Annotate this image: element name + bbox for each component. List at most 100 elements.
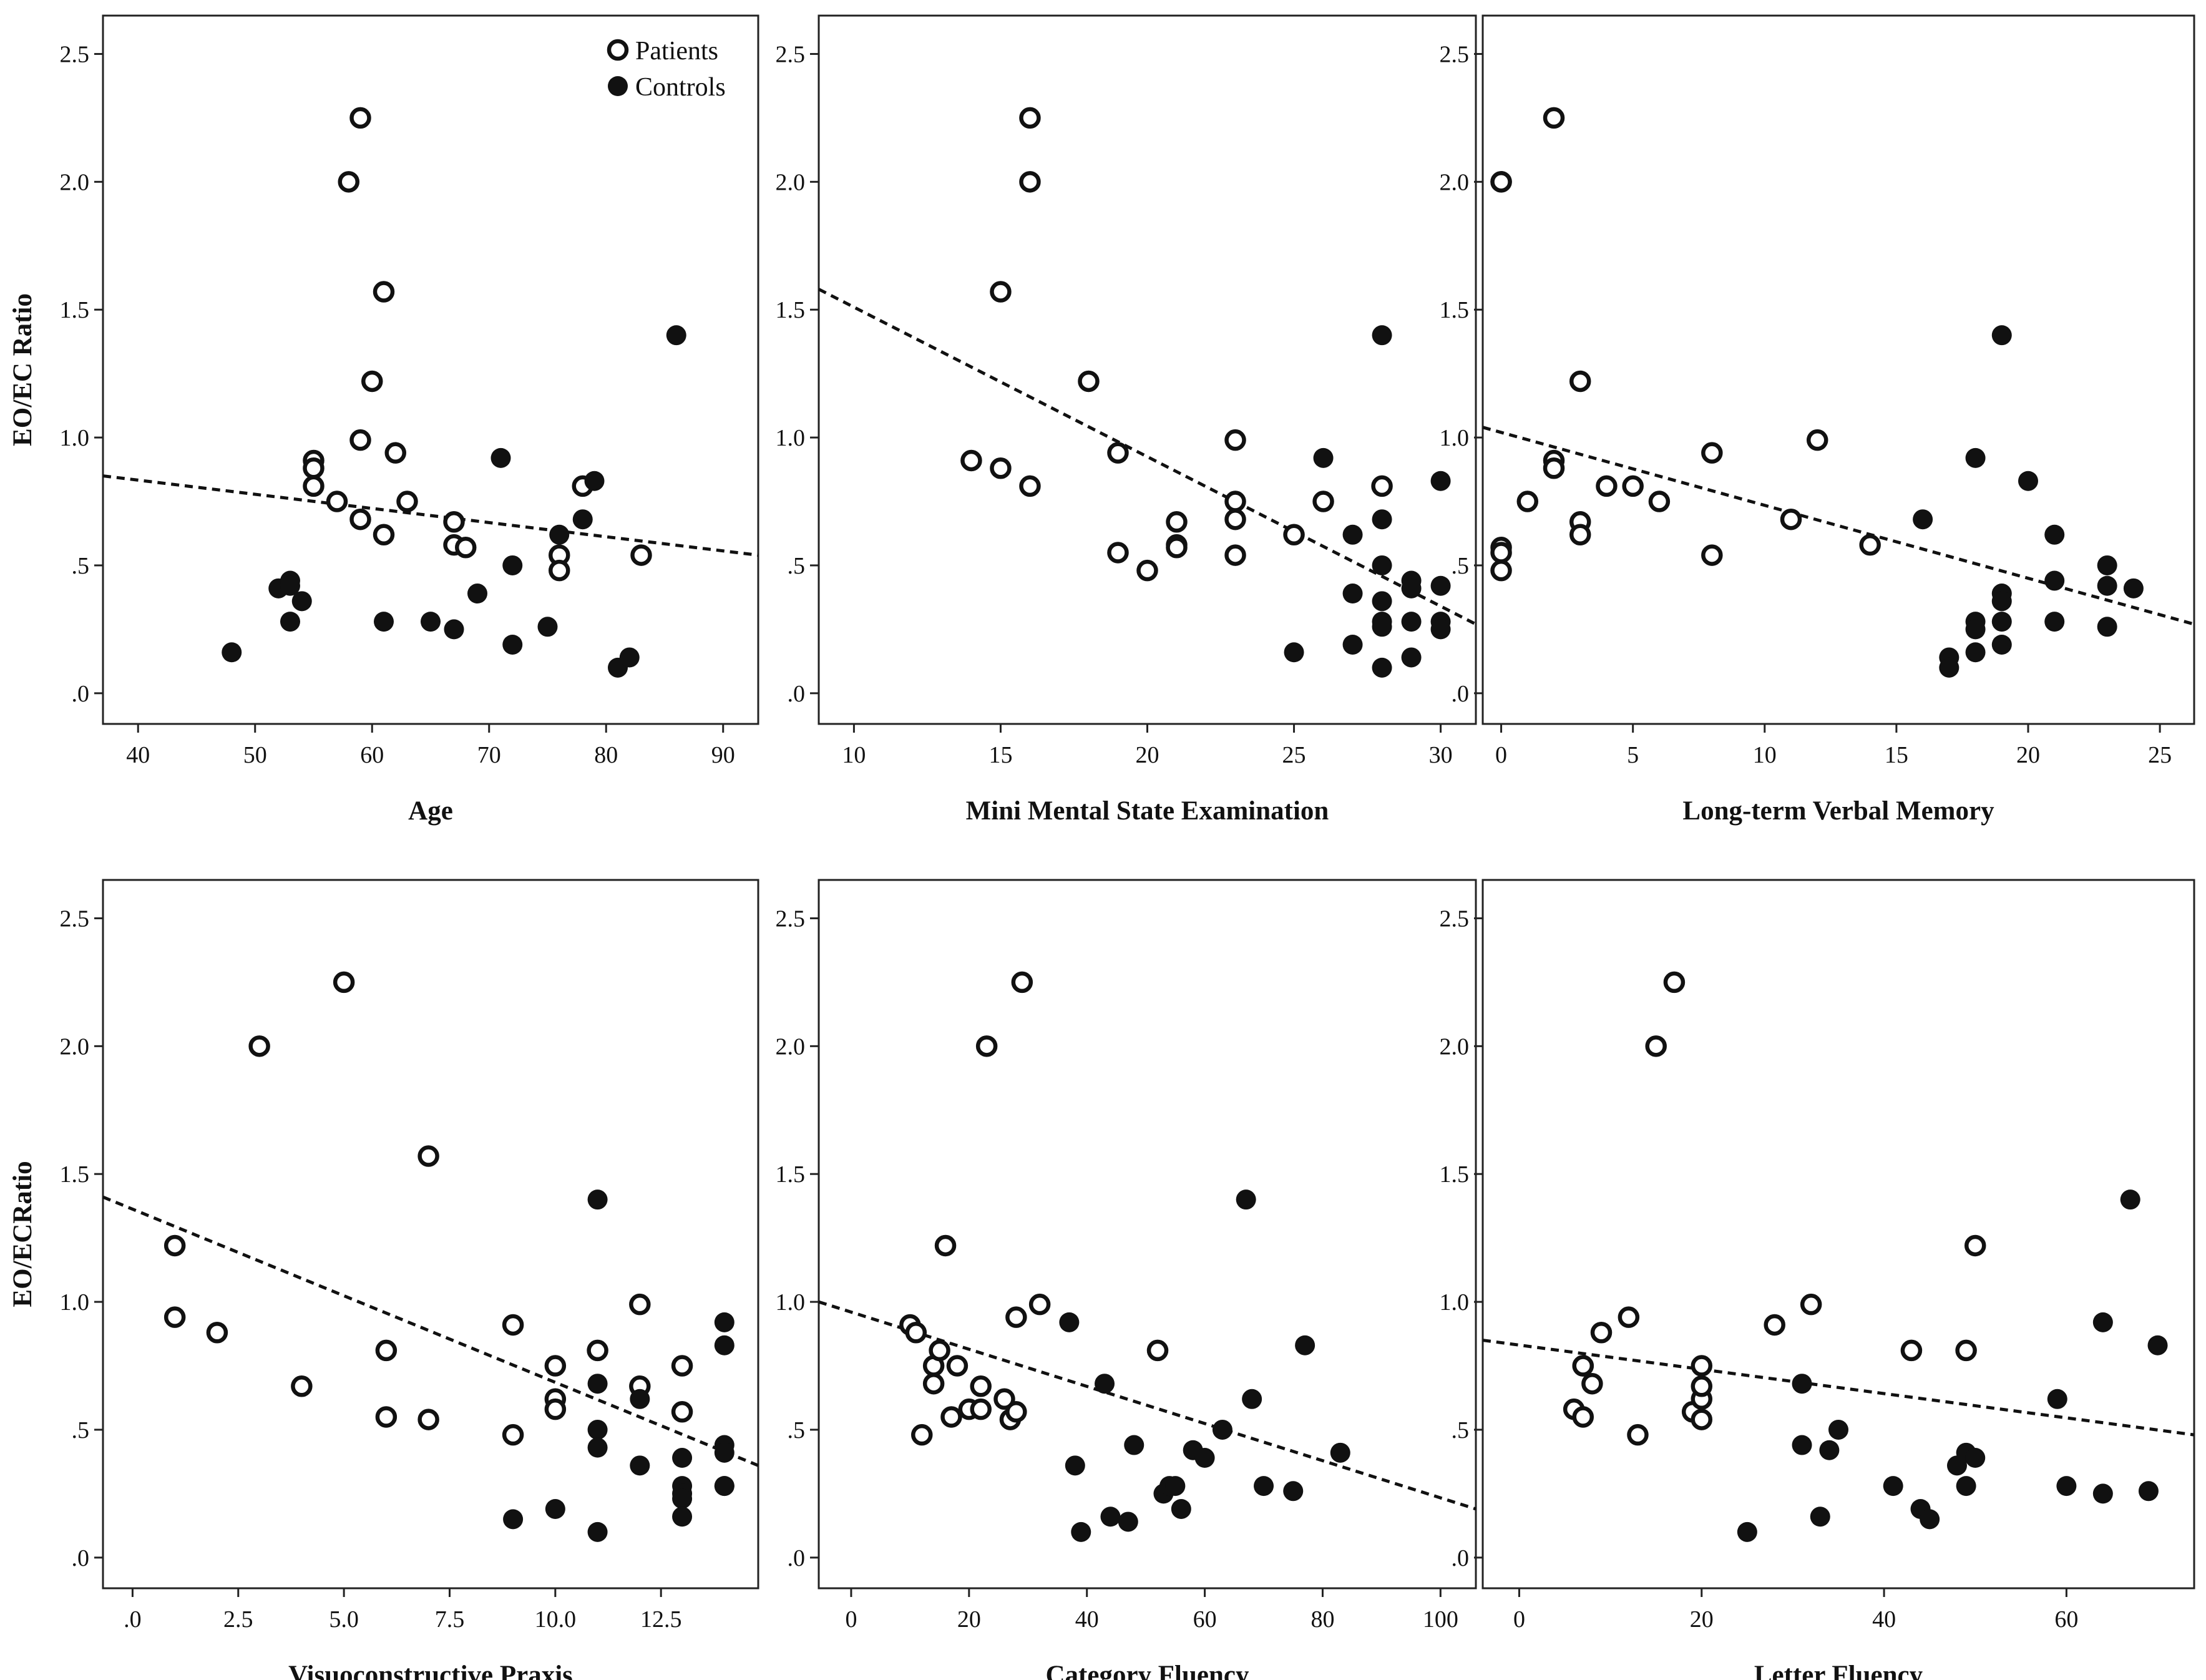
- patient-point: [1312, 491, 1334, 512]
- control-point: [280, 575, 300, 596]
- control-point: [1737, 1521, 1757, 1542]
- patient-point: [544, 1398, 567, 1420]
- control-point: [2138, 1481, 2159, 1502]
- patient-point: [349, 107, 371, 129]
- patient-point: [1691, 1409, 1713, 1430]
- y-tick-label: .0: [1452, 1545, 1470, 1571]
- legend-patients-marker: [607, 39, 629, 61]
- control-point: [2056, 1476, 2077, 1497]
- control-point: [2097, 555, 2117, 575]
- patient-point: [1900, 1339, 1923, 1362]
- patient-point: [629, 1293, 651, 1316]
- control-point: [2123, 578, 2144, 598]
- x-tick-label: 25: [2148, 742, 2172, 768]
- y-tick-label: .5: [72, 1417, 90, 1443]
- x-tick-label: 40: [1872, 1606, 1896, 1633]
- x-tick-label: 80: [1310, 1606, 1334, 1633]
- patient-point: [1701, 442, 1723, 464]
- patient-point: [206, 1322, 228, 1344]
- y-tick-label: 2.0: [776, 1033, 806, 1060]
- control-point: [1212, 1419, 1232, 1440]
- patient-point: [1019, 475, 1041, 497]
- patient-point: [1627, 1424, 1649, 1446]
- control-point: [1965, 642, 1986, 663]
- patient-point: [946, 1355, 969, 1377]
- plot-frame: [1481, 879, 2195, 1590]
- patient-point: [1572, 1355, 1594, 1377]
- y-tick-label: 2.5: [60, 41, 90, 67]
- patient-point: [549, 559, 570, 582]
- y-tick-label: 1.0: [776, 425, 806, 451]
- patient-point: [1859, 534, 1881, 556]
- y-tick-label: 2.0: [776, 169, 806, 195]
- control-point: [1430, 619, 1451, 640]
- x-tick-label: 60: [2054, 1606, 2078, 1633]
- patient-point: [1964, 1234, 1986, 1257]
- patient-point: [960, 449, 982, 472]
- control-point: [1956, 1476, 1976, 1497]
- control-point: [666, 325, 686, 346]
- patient-point: [1764, 1314, 1785, 1336]
- patient-point: [929, 1339, 950, 1362]
- control-point: [587, 1521, 608, 1542]
- y-tick-label: 2.5: [60, 906, 90, 932]
- patient-point: [1005, 1401, 1027, 1423]
- patient-point: [417, 1145, 439, 1167]
- legend-controls-marker: [608, 76, 628, 96]
- patient-point: [922, 1372, 945, 1395]
- patient-point: [587, 1339, 608, 1362]
- control-point: [1124, 1435, 1144, 1455]
- control-point: [1401, 578, 1422, 598]
- patient-point: [1166, 537, 1188, 559]
- y-tick-label: 2.0: [1440, 169, 1470, 195]
- control-point: [572, 509, 593, 530]
- patient-point: [1581, 1372, 1603, 1395]
- y-tick-label: .5: [72, 553, 90, 579]
- control-point: [1118, 1512, 1138, 1532]
- patient-point: [1572, 1406, 1594, 1428]
- control-point: [1991, 634, 2012, 655]
- control-point: [1372, 591, 1392, 612]
- control-point: [1991, 591, 2012, 612]
- x-tick-label: 60: [360, 742, 384, 768]
- control-point: [490, 447, 511, 468]
- fit-line: [818, 1300, 1476, 1511]
- y-tick-label: 1.0: [776, 1289, 806, 1316]
- y-tick-label: .0: [788, 1545, 806, 1571]
- patient-point: [1224, 491, 1246, 512]
- control-point: [1965, 1448, 1986, 1468]
- x-axis-title: Visuoconstructive Praxis: [288, 1661, 573, 1680]
- x-tick-label: 80: [594, 742, 618, 768]
- x-tick-label: 50: [243, 742, 267, 768]
- patient-point: [375, 1339, 398, 1362]
- control-point: [587, 1437, 608, 1458]
- control-point: [1372, 325, 1392, 346]
- control-point: [503, 1509, 524, 1530]
- patient-point: [349, 508, 371, 530]
- control-point: [1810, 1507, 1830, 1527]
- y-tick-label: 1.0: [60, 425, 90, 451]
- control-point: [1165, 1476, 1186, 1497]
- control-point: [1171, 1498, 1191, 1519]
- control-point: [2097, 617, 2117, 637]
- patient-point: [544, 1355, 567, 1377]
- patient-point: [630, 544, 652, 566]
- y-axis-title: EO/EC Ratio: [8, 293, 37, 446]
- control-point: [1284, 642, 1304, 663]
- x-tick-label: 40: [1075, 1606, 1099, 1633]
- control-point: [714, 1442, 735, 1463]
- patient-point: [326, 491, 348, 512]
- y-tick-label: .0: [1452, 681, 1470, 707]
- x-axis-title: Mini Mental State Examination: [966, 796, 1329, 826]
- patient-point: [1596, 475, 1618, 497]
- x-tick-label: 70: [477, 742, 501, 768]
- control-point: [549, 524, 570, 545]
- y-tick-label: 2.5: [1440, 906, 1470, 932]
- control-point: [672, 1507, 693, 1527]
- x-tick-label: 10: [842, 742, 866, 768]
- patient-point: [1011, 971, 1033, 994]
- x-tick-label: 10: [1753, 742, 1777, 768]
- patient-point: [303, 475, 325, 497]
- patient-point: [1590, 1322, 1613, 1344]
- x-axis-title: Long-term Verbal Memory: [1682, 796, 1994, 826]
